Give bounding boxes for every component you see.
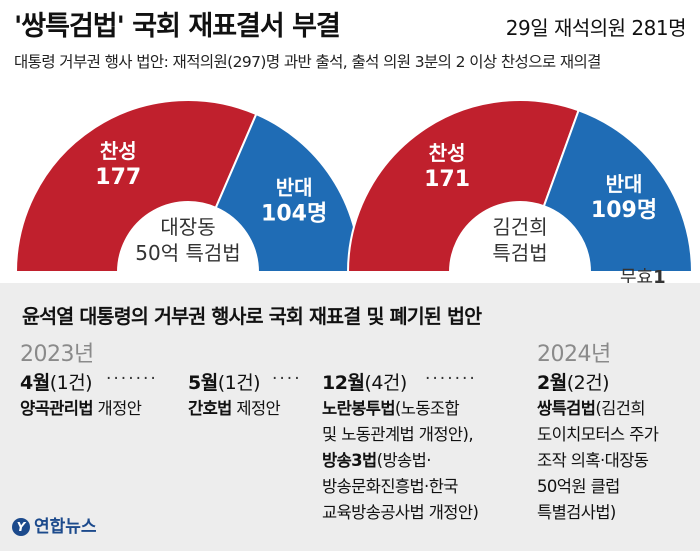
bill-name: 쌍특검법	[537, 399, 596, 418]
subtitle: 대통령 거부권 행사 법안: 재적의원(297)명 과반 출석, 출석 의원 3…	[14, 53, 601, 71]
logo-text: 연합뉴스	[34, 517, 97, 537]
slice-label: 반대	[276, 175, 313, 199]
bill-line: 조작 의혹·대장동	[537, 451, 649, 470]
count-label: (1건)	[217, 372, 261, 394]
month-label: 12월	[322, 372, 365, 394]
timeline-bill-apr: 양곡관리법 개정안	[20, 396, 142, 422]
chart-center-label: 대장동	[160, 215, 215, 239]
slice-value-label: 171	[424, 167, 470, 192]
slice-value-label: 177	[95, 165, 141, 190]
timeline-connector: ····	[272, 369, 302, 389]
month-label: 2월	[537, 372, 567, 394]
slice-value-label: 104명	[261, 201, 327, 226]
slice-label: 반대	[606, 172, 643, 196]
bill-line: 및 노동관계법 개정안),	[322, 425, 474, 444]
slice-for	[346, 99, 580, 273]
timeline-title: 윤석열 대통령의 거부권 행사로 국회 재표결 및 폐기된 법안	[22, 305, 482, 328]
month-label: 5월	[188, 372, 218, 394]
timeline-month-feb: 2월(2건)	[537, 368, 610, 395]
slice-label: 찬성	[100, 139, 137, 163]
bill-line: 교육방송공사법 개정안)	[322, 503, 479, 522]
bill-line: 방송3법(방송법·	[322, 448, 478, 474]
count-label: (4건)	[364, 372, 407, 394]
count-label: (1건)	[49, 372, 93, 394]
timeline-month-may: 5월(1건)	[188, 368, 261, 395]
bill-line: 도이치모터스 주가	[537, 425, 659, 444]
bill-line: 특별검사법)	[537, 503, 616, 522]
session-info: 29일 재석의원 281명	[505, 16, 687, 40]
year-2023-label: 2023년	[20, 342, 94, 367]
slice-for	[14, 99, 258, 273]
slice-label: 찬성	[429, 141, 466, 165]
bill-desc: 개정안	[92, 399, 142, 418]
bill-name: 노란봉투법	[322, 399, 396, 418]
invalid-count: 1	[653, 267, 666, 288]
yonhap-logo-icon: Y	[12, 518, 30, 536]
invalid-label: 무효	[620, 267, 654, 288]
year-2024-label: 2024년	[537, 342, 611, 367]
timeline-month-dec: 12월(4건)	[322, 368, 407, 395]
slice-against	[542, 109, 694, 273]
yonhap-logo: Y 연합뉴스	[12, 512, 97, 537]
bill-line: 노란봉투법(노동조합	[322, 396, 478, 422]
chart-center-label: 특검법	[492, 241, 547, 265]
chart-center-label: 김건희	[492, 215, 547, 239]
count-label: (2건)	[566, 372, 610, 394]
bill-desc: (김건희	[595, 399, 645, 418]
timeline-connector: ·······	[106, 369, 158, 389]
bill-line: 방송문화진흥법·한국	[322, 477, 458, 496]
bill-line: 50억원 클럽	[537, 477, 620, 496]
timeline-panel	[0, 283, 700, 551]
bill-desc: 제정안	[231, 399, 281, 418]
page-title: '쌍특검법' 국회 재표결서 부결	[14, 11, 341, 42]
timeline-month-apr: 4월(1건)	[20, 368, 93, 395]
bill-line: 쌍특검법(김건희	[537, 396, 658, 422]
chart-center-label: 50억 특검법	[135, 241, 240, 265]
bill-name: 방송3법	[322, 451, 377, 470]
slice-value-label: 109명	[591, 198, 657, 223]
bill-name: 간호법	[188, 399, 232, 418]
bill-name: 양곡관리법	[20, 399, 94, 418]
timeline-bills-dec: 노란봉투법(노동조합 및 노동관계법 개정안), 방송3법(방송법· 방송문화진…	[322, 396, 479, 526]
timeline-bill-may: 간호법 제정안	[188, 396, 281, 422]
bill-desc: (방송법·	[376, 451, 432, 470]
bill-desc: (노동조합	[394, 399, 460, 418]
month-label: 4월	[20, 372, 50, 394]
timeline-bills-feb: 쌍특검법(김건희 도이치모터스 주가 조작 의혹·대장동 50억원 클럽 특별검…	[537, 396, 659, 526]
timeline-connector: ·······	[425, 369, 477, 389]
invalid-vote-note: 무효1	[620, 263, 666, 289]
